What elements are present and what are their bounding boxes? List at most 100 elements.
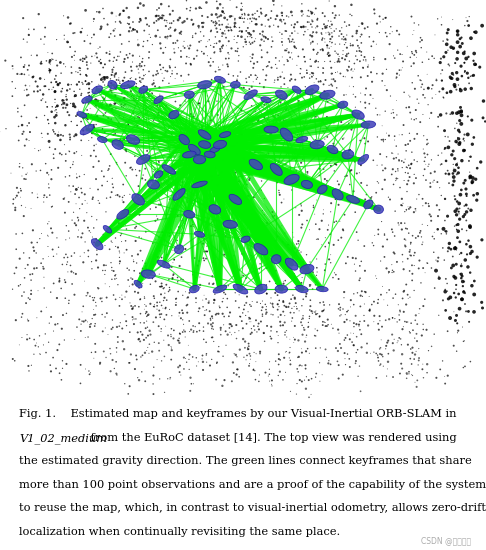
Point (468, 116, 476, 124)
Point (102, 266, 109, 275)
Point (122, 68, 129, 76)
Point (306, 36, 313, 45)
Point (76, 85, 84, 94)
Point (364, 72, 372, 80)
Ellipse shape (193, 155, 206, 164)
Point (198, 18, 206, 27)
Point (321, 260, 329, 268)
Point (276, 355, 284, 364)
Point (20, 174, 28, 183)
Point (194, 307, 202, 316)
Point (321, 12, 329, 21)
Point (434, 225, 442, 234)
Point (175, 223, 183, 232)
Point (390, 154, 398, 163)
Point (358, 19, 366, 28)
Point (294, 353, 302, 362)
Point (298, 273, 306, 282)
Point (43, 193, 51, 202)
Point (223, 303, 231, 312)
Point (153, 12, 160, 20)
Point (136, 73, 144, 82)
Ellipse shape (82, 96, 92, 103)
Point (34, 87, 42, 96)
Point (308, 9, 315, 18)
Point (151, 165, 159, 174)
Point (220, 288, 228, 297)
Point (253, 20, 260, 29)
Point (313, 22, 321, 31)
Point (281, 229, 289, 238)
Point (99, 63, 107, 72)
Point (291, 335, 299, 344)
Point (266, 277, 274, 286)
Point (241, 207, 248, 216)
Point (163, 16, 171, 25)
Point (91, 348, 99, 356)
Point (437, 13, 445, 21)
Point (138, 74, 146, 83)
Point (183, 294, 191, 302)
Point (295, 306, 303, 315)
Point (274, 291, 281, 300)
Point (1, 56, 9, 65)
Point (442, 157, 450, 166)
Point (408, 47, 416, 56)
Point (404, 140, 412, 148)
Point (199, 366, 207, 375)
Point (279, 123, 287, 131)
Point (163, 34, 171, 43)
Point (132, 75, 139, 84)
Point (79, 126, 87, 135)
Point (238, 130, 245, 139)
Point (174, 273, 181, 282)
Point (56, 149, 64, 158)
Point (441, 132, 449, 141)
Point (200, 141, 208, 150)
Point (179, 169, 187, 178)
Point (459, 323, 467, 332)
Point (364, 60, 372, 69)
Point (403, 187, 411, 196)
Point (433, 76, 440, 85)
Point (245, 361, 253, 370)
Point (221, 376, 228, 384)
Point (316, 344, 324, 353)
Point (347, 296, 355, 305)
Point (278, 8, 286, 17)
Point (202, 232, 209, 241)
Point (139, 279, 147, 288)
Point (203, 349, 210, 358)
Point (113, 56, 121, 64)
Point (162, 102, 170, 111)
Ellipse shape (184, 91, 194, 98)
Point (304, 323, 312, 332)
Point (137, 353, 145, 361)
Ellipse shape (255, 284, 267, 294)
Ellipse shape (213, 285, 227, 293)
Point (98, 297, 106, 306)
Point (119, 180, 127, 189)
Point (285, 48, 293, 57)
Point (22, 81, 30, 90)
Point (145, 67, 153, 76)
Point (425, 199, 433, 208)
Point (236, 177, 243, 186)
Point (313, 268, 321, 277)
Point (240, 84, 248, 92)
Point (383, 86, 391, 95)
Point (327, 360, 334, 368)
Point (91, 339, 99, 348)
Point (26, 81, 34, 90)
Point (319, 205, 327, 214)
Point (381, 230, 388, 239)
Point (341, 310, 349, 319)
Point (189, 33, 196, 42)
Point (123, 4, 131, 13)
Point (233, 38, 241, 47)
Point (298, 301, 306, 310)
Point (78, 317, 86, 326)
Point (266, 377, 274, 386)
Point (231, 23, 239, 31)
Point (451, 273, 459, 282)
